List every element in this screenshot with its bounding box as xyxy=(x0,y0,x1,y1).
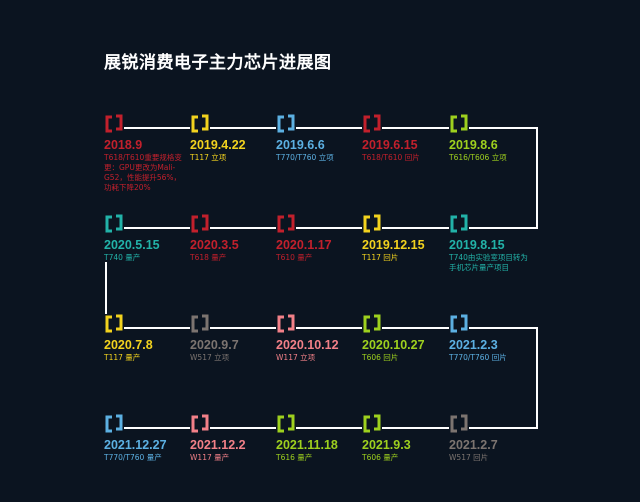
timeline-connector xyxy=(120,127,538,229)
milestone-description: T770/T760 量产 xyxy=(104,453,162,462)
milestone-date: 2021.2.3 xyxy=(449,338,498,352)
timeline-milestone: 2021.11.18 T616 量产 xyxy=(276,414,362,463)
milestone-description: T616/T606 立项 xyxy=(449,153,507,162)
timeline-milestone: 2020.3.5 T618 量产 xyxy=(190,214,276,263)
timeline-milestone: 2021.9.3 T606 量产 xyxy=(362,414,448,463)
bracket-icon xyxy=(362,314,382,334)
timeline-milestone: 2020.9.7 W517 立项 xyxy=(190,314,276,363)
timeline-milestone: 2019.8.6 T616/T606 立项 xyxy=(449,114,535,163)
timeline-milestone: 2019.8.15 T740由实验室项目转为手机芯片量产项目 xyxy=(449,214,535,273)
milestone-date: 2019.12.15 xyxy=(362,238,425,252)
milestone-description: T618/T610重要规格变更：GPU更改为Mali-G52，性能提升56%，功… xyxy=(104,153,182,192)
bracket-icon xyxy=(362,114,382,134)
timeline-milestone: 2021.12.27 T770/T760 量产 xyxy=(104,414,190,463)
milestone-date: 2021.2.7 xyxy=(449,438,498,452)
milestone-date: 2018.9 xyxy=(104,138,143,152)
bracket-icon xyxy=(449,414,469,434)
milestone-description: T770/T760 回片 xyxy=(449,353,507,362)
bracket-icon xyxy=(449,114,469,134)
milestone-date: 2021.11.18 xyxy=(276,438,338,452)
timeline-milestone: 2018.9 T618/T610重要规格变更：GPU更改为Mali-G52，性能… xyxy=(104,114,190,193)
timeline-milestone: 2019.6.15 T618/T610 回片 xyxy=(362,114,448,163)
timeline-milestone: 2020.10.27 T606 回片 xyxy=(362,314,448,363)
milestone-description: T117 量产 xyxy=(104,353,141,362)
bracket-icon xyxy=(449,314,469,334)
milestone-description: T740由实验室项目转为手机芯片量产项目 xyxy=(449,253,528,272)
bracket-icon xyxy=(276,314,296,334)
milestone-date: 2020.7.8 xyxy=(104,338,153,352)
timeline-milestone: 2021.2.3 T770/T760 回片 xyxy=(449,314,535,363)
milestone-description: W117 立项 xyxy=(276,353,316,362)
bracket-icon xyxy=(190,414,210,434)
bracket-icon xyxy=(362,214,382,234)
milestone-description: T117 回片 xyxy=(362,253,399,262)
milestone-date: 2020.5.15 xyxy=(104,238,160,252)
bracket-icon xyxy=(104,114,124,134)
bracket-icon xyxy=(362,414,382,434)
bracket-icon xyxy=(276,414,296,434)
timeline-milestone: 2021.12.2 W117 量产 xyxy=(190,414,276,463)
milestone-date: 2019.6.15 xyxy=(362,138,418,152)
bracket-icon xyxy=(104,214,124,234)
timeline-milestone: 2019.6.6 T770/T760 立项 xyxy=(276,114,362,163)
milestone-date: 2021.12.27 xyxy=(104,438,167,452)
timeline-milestone: 2020.1.17 T610 量产 xyxy=(276,214,362,263)
milestone-description: T740 量产 xyxy=(104,253,141,262)
timeline-milestone: 2020.5.15 T740 量产 xyxy=(104,214,190,263)
bracket-icon xyxy=(276,114,296,134)
milestone-description: T610 量产 xyxy=(276,253,313,262)
timeline-milestone: 2020.10.12 W117 立项 xyxy=(276,314,362,363)
milestone-date: 2020.10.27 xyxy=(362,338,425,352)
milestone-description: T618/T610 回片 xyxy=(362,153,420,162)
milestone-description: W517 立项 xyxy=(190,353,230,362)
timeline-milestone: 2020.7.8 T117 量产 xyxy=(104,314,190,363)
milestone-description: T616 量产 xyxy=(276,453,313,462)
milestone-date: 2019.4.22 xyxy=(190,138,246,152)
milestone-date: 2019.8.15 xyxy=(449,238,505,252)
timeline-milestone: 2019.4.22 T117 立项 xyxy=(190,114,276,163)
page-title: 展锐消费电子主力芯片进展图 xyxy=(104,53,332,73)
milestone-date: 2020.1.17 xyxy=(276,238,332,252)
timeline-milestone: 2019.12.15 T117 回片 xyxy=(362,214,448,263)
bracket-icon xyxy=(104,314,124,334)
bracket-icon xyxy=(190,114,210,134)
milestone-date: 2020.10.12 xyxy=(276,338,339,352)
milestone-date: 2020.9.7 xyxy=(190,338,239,352)
milestone-description: T606 量产 xyxy=(362,453,399,462)
milestone-description: W517 回片 xyxy=(449,453,489,462)
bracket-icon xyxy=(190,314,210,334)
bracket-icon xyxy=(104,414,124,434)
timeline-connector xyxy=(105,262,538,429)
milestone-date: 2021.12.2 xyxy=(190,438,246,452)
bracket-icon xyxy=(449,214,469,234)
bracket-icon xyxy=(276,214,296,234)
milestone-date: 2020.3.5 xyxy=(190,238,239,252)
timeline-milestone: 2021.2.7 W517 回片 xyxy=(449,414,535,463)
milestone-description: T606 回片 xyxy=(362,353,399,362)
milestone-description: T770/T760 立项 xyxy=(276,153,334,162)
milestone-description: T618 量产 xyxy=(190,253,227,262)
milestone-date: 2019.8.6 xyxy=(449,138,498,152)
milestone-description: W117 量产 xyxy=(190,453,230,462)
bracket-icon xyxy=(190,214,210,234)
milestone-date: 2021.9.3 xyxy=(362,438,411,452)
milestone-description: T117 立项 xyxy=(190,153,227,162)
milestone-date: 2019.6.6 xyxy=(276,138,325,152)
